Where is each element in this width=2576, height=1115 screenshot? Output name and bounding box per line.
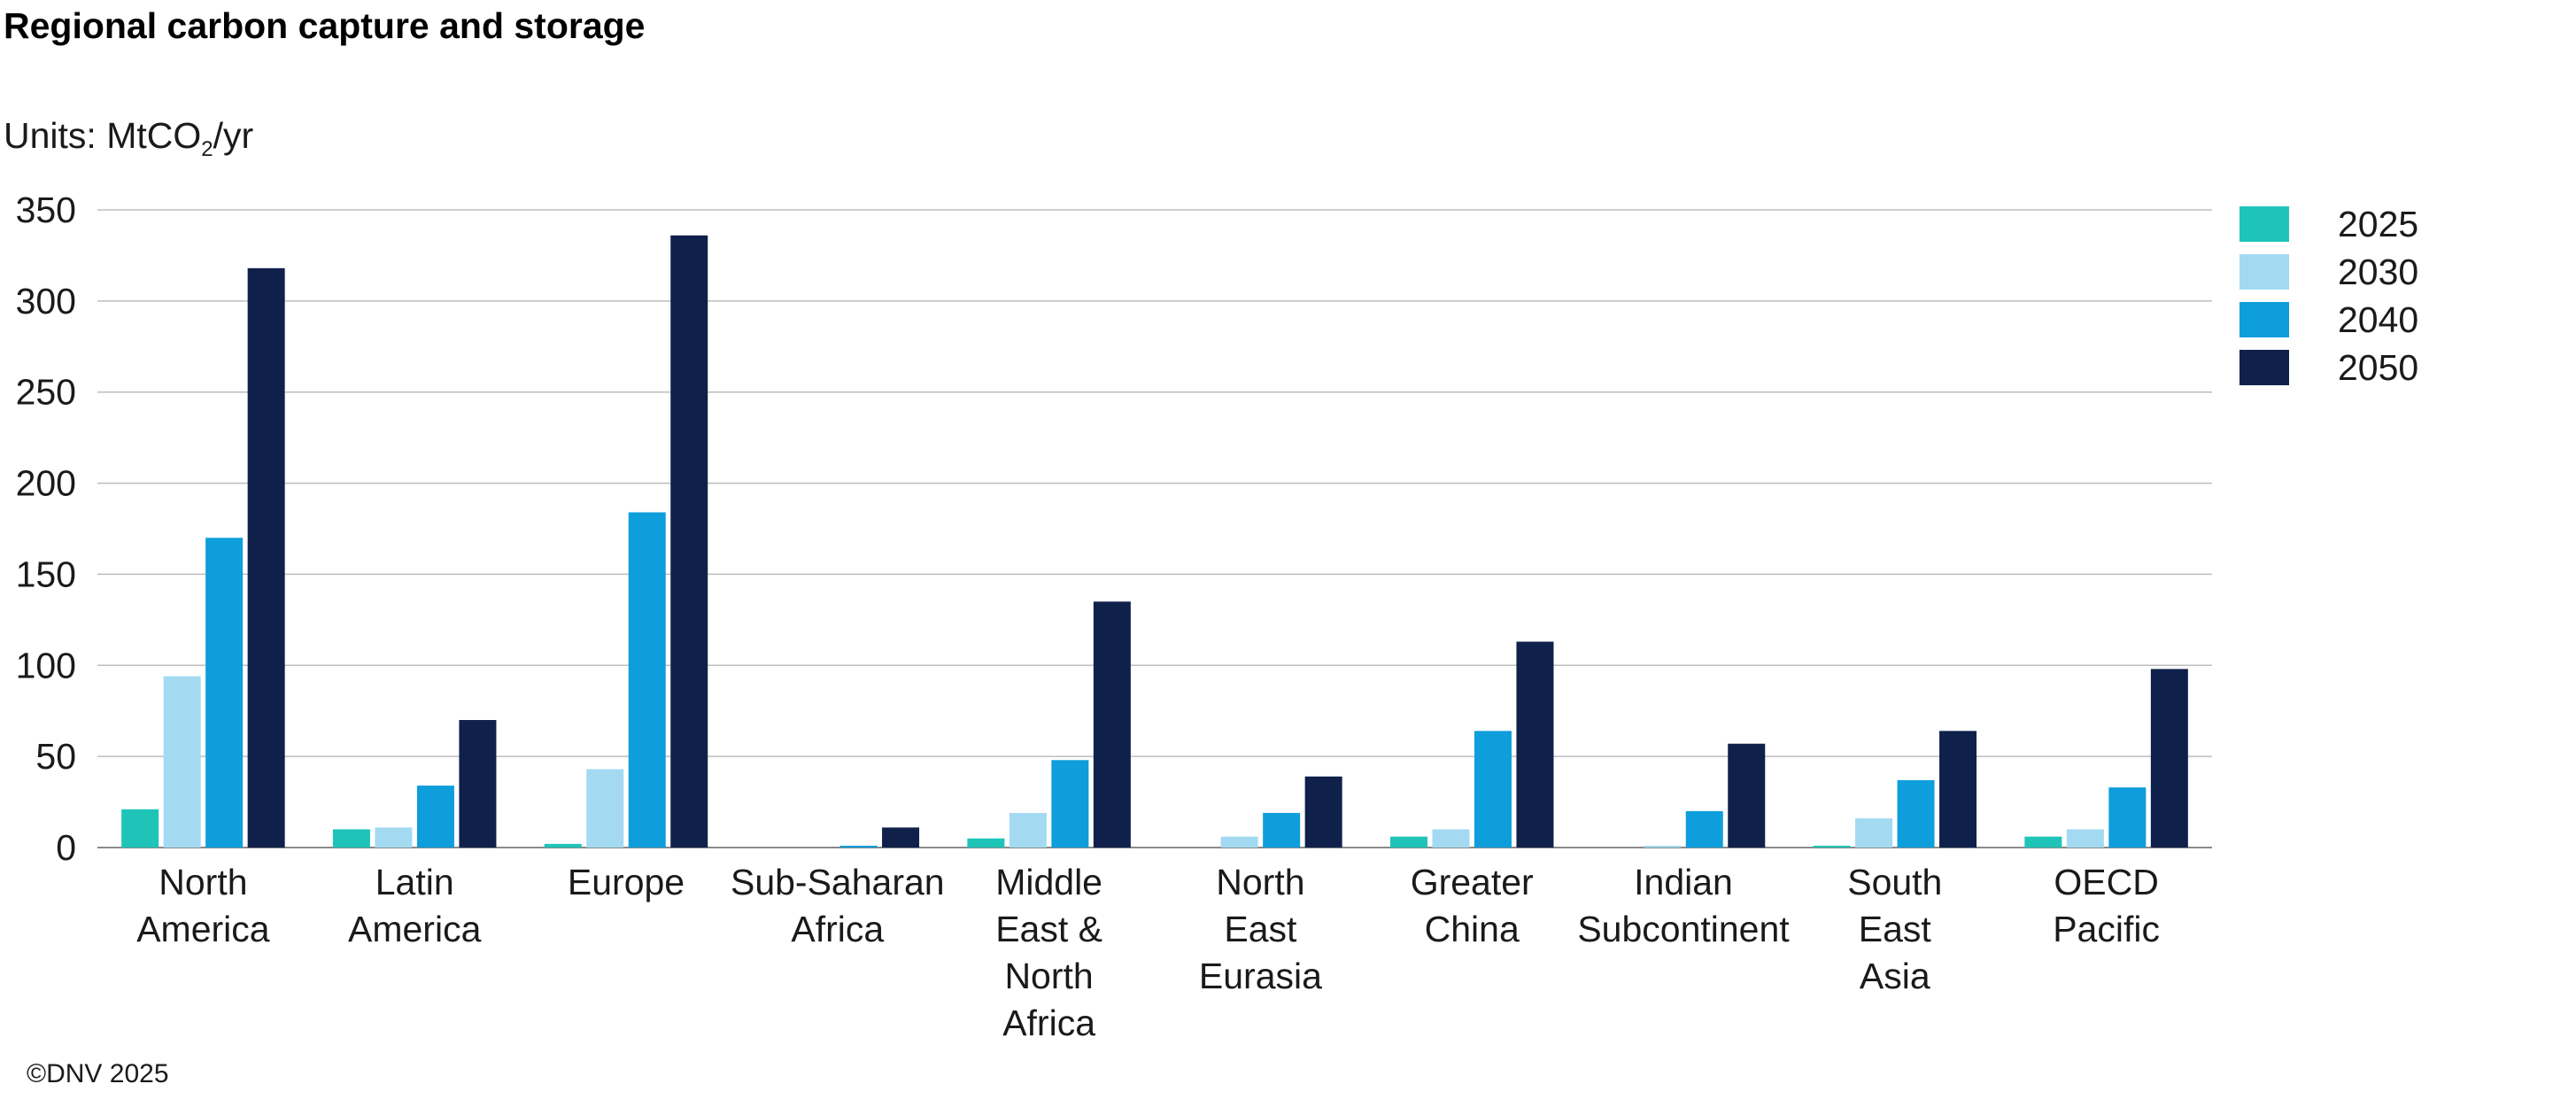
bar-2030 bbox=[586, 769, 624, 848]
bar-2050 bbox=[670, 235, 708, 848]
legend: 2025 2030 2040 2050 bbox=[2239, 204, 2418, 388]
bar-2040 bbox=[1263, 812, 1301, 848]
bar-2040 bbox=[628, 512, 666, 848]
bar-2050 bbox=[1516, 641, 1554, 848]
grid-lines bbox=[97, 209, 2212, 848]
bar-2040 bbox=[1051, 760, 1089, 848]
bars bbox=[121, 235, 2188, 848]
bar-2025 bbox=[544, 843, 582, 848]
bar-2040 bbox=[205, 538, 244, 848]
bar-2030 bbox=[1855, 818, 1893, 848]
y-tick-label: 150 bbox=[16, 554, 76, 594]
bar-2030 bbox=[2066, 829, 2104, 848]
legend-label: 2050 bbox=[2338, 347, 2418, 388]
bar-2030 bbox=[375, 827, 413, 848]
y-tick-label: 50 bbox=[35, 736, 76, 777]
y-tick-label: 200 bbox=[16, 463, 76, 504]
bar-2050 bbox=[1093, 601, 1131, 848]
legend-label: 2040 bbox=[2338, 299, 2418, 340]
bar-2030 bbox=[163, 676, 201, 848]
bar-2040 bbox=[2108, 787, 2147, 848]
bar-2025 bbox=[967, 838, 1005, 848]
x-category-label: Middle East & North Africa bbox=[995, 862, 1102, 1043]
x-category-label: North America bbox=[136, 862, 270, 949]
bar-2025 bbox=[2024, 836, 2062, 848]
units-label: Units: MtCO2/yr bbox=[4, 115, 254, 162]
x-category-label: Indian Subcontinent bbox=[1577, 862, 1790, 949]
bar-2050 bbox=[459, 720, 497, 848]
bar-2025 bbox=[332, 829, 370, 848]
bar-2030 bbox=[1644, 845, 1682, 848]
x-category-label: OECD Pacific bbox=[2053, 862, 2160, 949]
legend-swatch bbox=[2239, 302, 2289, 337]
bar-2030 bbox=[1432, 829, 1470, 848]
bar-2030 bbox=[1009, 812, 1047, 848]
bar-2030 bbox=[1220, 836, 1258, 848]
bar-2040 bbox=[1685, 810, 1723, 848]
x-category-label: Latin America bbox=[348, 862, 482, 949]
y-tick-label: 300 bbox=[16, 281, 76, 321]
legend-label: 2030 bbox=[2338, 252, 2418, 292]
y-axis-ticks: 0 50 100 150 200 250 300 350 bbox=[16, 190, 76, 868]
bar-2050 bbox=[1728, 743, 1766, 848]
legend-label: 2025 bbox=[2338, 204, 2418, 244]
x-category-label: Sub-Saharan Africa bbox=[731, 862, 945, 949]
legend-swatch bbox=[2239, 350, 2289, 385]
chart-title: Regional carbon capture and storage bbox=[4, 5, 646, 46]
bar-2040 bbox=[416, 786, 454, 848]
y-tick-label: 0 bbox=[56, 827, 76, 868]
bar-2050 bbox=[1304, 776, 1342, 848]
y-tick-label: 350 bbox=[16, 190, 76, 230]
legend-swatch bbox=[2239, 206, 2289, 242]
bar-2050 bbox=[882, 827, 920, 848]
copyright-text: ©DNV 2025 bbox=[27, 1059, 169, 1088]
bar-2025 bbox=[1813, 845, 1851, 848]
y-tick-label: 250 bbox=[16, 372, 76, 413]
legend-swatch bbox=[2239, 254, 2289, 290]
x-category-label: Greater China bbox=[1411, 862, 1534, 949]
bar-2050 bbox=[1939, 731, 1977, 848]
x-axis-labels: North America Latin America Europe Sub-Sahara… bbox=[136, 862, 2160, 1043]
x-category-label: South East Asia bbox=[1847, 862, 1942, 996]
bar-2050 bbox=[247, 267, 285, 848]
bar-2025 bbox=[121, 809, 159, 848]
x-category-label: North East Eurasia bbox=[1199, 862, 1322, 996]
bar-2040 bbox=[1897, 779, 1935, 848]
bar-2040 bbox=[1474, 731, 1512, 848]
bar-2050 bbox=[2150, 669, 2188, 848]
bar-2040 bbox=[839, 845, 878, 848]
y-tick-label: 100 bbox=[16, 645, 76, 685]
x-category-label: Europe bbox=[568, 862, 685, 902]
bar-2025 bbox=[1389, 836, 1427, 848]
